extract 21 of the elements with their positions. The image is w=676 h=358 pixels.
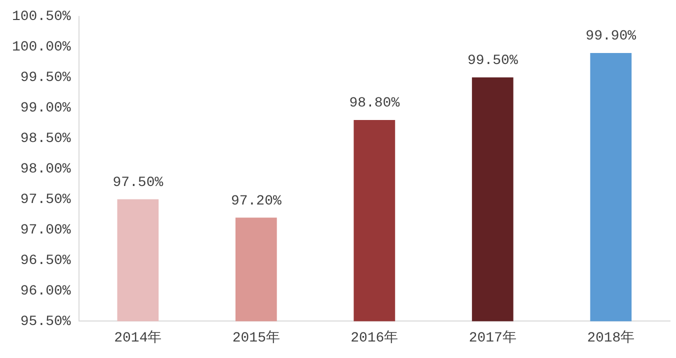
- x-tick-label: 2017年: [468, 329, 516, 346]
- y-tick-label: 97.50%: [20, 192, 72, 208]
- data-label: 97.20%: [230, 193, 282, 210]
- x-tick-label: 2018年: [587, 329, 635, 346]
- data-label: 99.50%: [467, 53, 518, 70]
- data-label: 97.50%: [112, 174, 164, 191]
- y-tick-label: 95.50%: [20, 314, 72, 330]
- y-tick-label: 99.50%: [20, 70, 72, 86]
- y-tick-label: 97.00%: [20, 222, 72, 238]
- y-tick-label: 96.00%: [20, 283, 72, 300]
- x-tick-label: 2015年: [232, 329, 280, 346]
- y-tick-label: 100.00%: [12, 40, 72, 56]
- data-label: 99.90%: [586, 28, 637, 45]
- y-tick-label: 100.50%: [12, 9, 72, 26]
- y-tick-label: 99.00%: [20, 100, 72, 117]
- y-tick-label: 98.50%: [20, 131, 72, 148]
- data-label: 98.80%: [349, 96, 400, 112]
- y-tick-label: 98.00%: [20, 162, 72, 178]
- y-tick-label: 96.50%: [20, 252, 72, 269]
- x-tick-label: 2016年: [350, 329, 398, 346]
- x-tick-label: 2014年: [114, 329, 162, 346]
